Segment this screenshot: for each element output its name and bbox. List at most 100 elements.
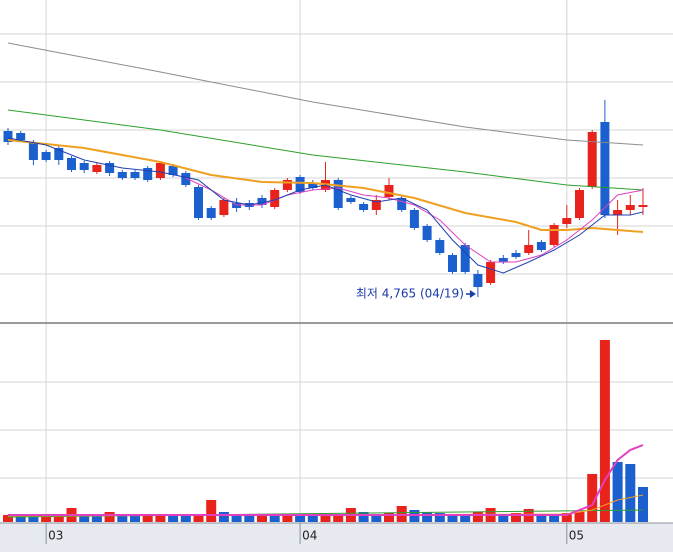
volume-bar — [460, 515, 471, 522]
candle-body — [498, 258, 508, 262]
volume-bar — [371, 514, 382, 522]
candle-body — [536, 242, 546, 250]
candle-body — [308, 183, 318, 188]
volume-bar — [3, 515, 13, 522]
volume-bar — [625, 464, 636, 522]
volume-bar — [599, 340, 610, 522]
volume-bar — [447, 514, 458, 522]
volume-bar — [117, 515, 128, 522]
candle-body — [397, 198, 407, 210]
candle-body — [448, 255, 457, 272]
candle-body — [41, 152, 51, 160]
candle-body — [16, 133, 26, 140]
candle-body — [371, 200, 381, 210]
candle-body — [587, 132, 597, 187]
candle-body — [600, 122, 610, 215]
volume-bar — [257, 515, 267, 522]
candle-body — [409, 210, 419, 228]
annotation-arrowhead — [469, 290, 476, 298]
moving-average-line — [7, 137, 644, 274]
x-tick-label: 04 — [302, 529, 317, 543]
candle-body — [511, 253, 521, 257]
candle-body — [549, 225, 559, 245]
volume-bar — [358, 512, 369, 522]
volume-bar — [638, 487, 648, 522]
candle-body — [79, 163, 89, 170]
volume-bar — [91, 516, 102, 522]
volume-bar — [498, 514, 509, 522]
volume-bar — [79, 515, 90, 522]
candle-body — [460, 245, 470, 272]
candle-body — [346, 198, 356, 202]
candle-body — [613, 210, 623, 215]
volume-bar — [587, 474, 598, 522]
volume-bar — [333, 514, 344, 522]
volume-bar — [295, 515, 306, 522]
volume-bar — [206, 500, 217, 522]
volume-bar — [180, 515, 191, 522]
volume-bar — [511, 513, 521, 522]
volume-bar — [218, 512, 229, 522]
candle-body — [194, 187, 203, 218]
candle-body — [359, 204, 369, 210]
candle-body — [473, 274, 483, 287]
candle-body — [575, 190, 584, 218]
volume-bar — [282, 514, 293, 522]
volume-bar — [434, 513, 445, 522]
candle-body — [155, 163, 165, 178]
volume-bar — [472, 512, 483, 522]
volume-bar — [244, 516, 255, 522]
moving-average-line — [185, 177, 644, 263]
x-tick-label: 03 — [48, 529, 63, 543]
candle-body — [486, 262, 496, 283]
candle-body — [625, 205, 635, 210]
volume-bar — [422, 512, 433, 522]
candle-body — [384, 185, 394, 197]
volume-bar — [104, 512, 115, 522]
grid — [0, 0, 673, 523]
moving-average-line — [7, 42, 644, 146]
volume-bar — [41, 515, 52, 522]
volume-bar — [269, 515, 280, 522]
candle-body — [67, 158, 76, 170]
volume-bar — [320, 515, 331, 522]
candle-body — [422, 226, 432, 240]
candle-body — [92, 165, 102, 172]
volume-bar — [536, 514, 547, 522]
volume-bar — [53, 514, 64, 522]
volume-bar — [307, 516, 318, 522]
volume-bar — [15, 516, 26, 522]
candle-body — [105, 163, 115, 173]
candle-body — [295, 177, 305, 192]
candle-body — [270, 190, 280, 207]
volume-bar — [130, 516, 140, 522]
volume-bar — [28, 516, 39, 522]
volume-bar — [168, 515, 179, 522]
candle-body — [333, 180, 343, 208]
candle-body — [28, 143, 38, 160]
x-axis-strip — [0, 523, 673, 552]
candle-body — [524, 245, 534, 253]
candle-body — [219, 200, 229, 215]
candle-body — [435, 240, 445, 253]
volume-bar — [193, 514, 204, 522]
volume-bar — [231, 514, 242, 522]
candle-body — [168, 166, 178, 175]
candle-body — [638, 205, 648, 207]
candle-body — [181, 173, 191, 185]
candle-body — [130, 172, 140, 178]
volume-bar — [612, 462, 623, 522]
candle-body — [143, 168, 153, 180]
low-annotation: 최저 4,765 (04/19) — [356, 287, 464, 301]
candle-body — [282, 180, 292, 190]
candle-body — [257, 198, 267, 205]
candle-body — [3, 131, 13, 142]
volume-bar — [574, 512, 585, 522]
volume-bar — [142, 515, 153, 522]
x-tick-label: 05 — [569, 529, 584, 543]
volume-bar — [561, 513, 572, 522]
volume-bar — [384, 513, 394, 522]
candle-body — [206, 208, 216, 218]
